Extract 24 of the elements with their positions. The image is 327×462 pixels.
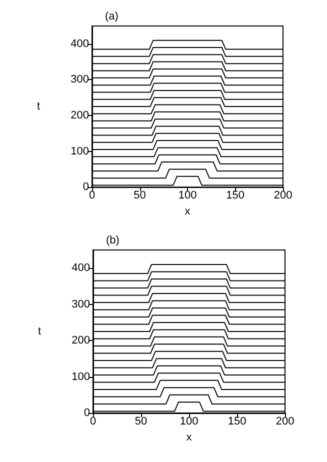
- y-tick-label: 200: [70, 110, 89, 122]
- x-tick-label: 150: [226, 190, 244, 202]
- x-tick-label: 50: [134, 190, 146, 202]
- x-axis-title: x: [184, 206, 191, 218]
- x-tick-label: 150: [228, 416, 246, 428]
- y-tick-label: 200: [72, 334, 90, 347]
- x-tick-label: 100: [178, 190, 197, 202]
- y-tick-label: 100: [72, 370, 90, 383]
- x-tick-label: 100: [180, 416, 198, 428]
- y-tick-label: 0: [84, 407, 90, 419]
- y-tick-label: 100: [70, 145, 89, 158]
- y-tick-label: 0: [82, 181, 89, 194]
- x-tick-label: 50: [134, 416, 148, 428]
- y-tick-label: 300: [72, 298, 90, 310]
- y-tick-label: 300: [70, 74, 89, 86]
- x-tick-label: 200: [276, 416, 294, 428]
- x-axis-title: x: [186, 431, 192, 444]
- y-tick-label: 400: [70, 38, 89, 50]
- x-tick-label: 200: [274, 190, 292, 202]
- y-axis-title: t: [38, 326, 41, 338]
- y-tick-label: 400: [72, 262, 90, 274]
- chart-title: (b): [106, 234, 120, 246]
- chart-title: (a): [105, 10, 118, 22]
- y-axis-title: t: [36, 100, 40, 113]
